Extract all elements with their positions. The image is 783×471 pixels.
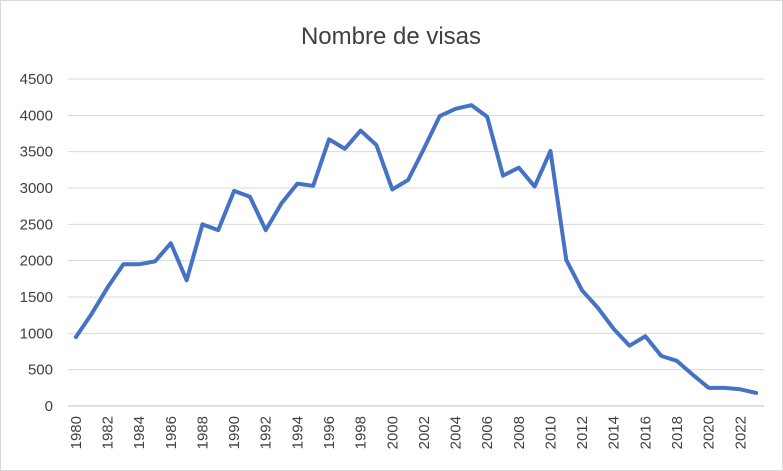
x-tick-label: 2000 [384,416,401,449]
y-tick-label: 2000 [20,253,53,270]
x-tick-label: 1992 [258,416,275,449]
y-tick-label: 1500 [20,289,53,306]
x-tick-label: 2012 [574,416,591,449]
y-tick-label: 3500 [20,144,53,161]
y-tick-label: 4000 [20,107,53,124]
x-tick-label: 2018 [669,416,686,449]
y-tick-label: 1000 [20,325,53,342]
x-tick-label: 2002 [416,416,433,449]
x-tick-label: 1994 [289,416,306,449]
y-axis-ticks: 0 500 1000 1500 2000 2500 3000 3500 4000 4500 [20,71,53,415]
x-tick-label: 1996 [321,416,338,449]
x-tick-label: 2020 [701,416,718,449]
x-tick-label: 2014 [606,416,623,449]
y-tick-label: 4500 [20,71,53,88]
x-tick-label: 2016 [637,416,654,449]
x-tick-label: 1998 [353,416,370,449]
x-tick-label: 1986 [163,416,180,449]
x-tick-label: 2010 [542,416,559,449]
x-tick-label: 2008 [511,416,528,449]
x-tick-label: 2022 [732,416,749,449]
chart-title: Nombre de visas [301,23,481,50]
y-tick-label: 500 [28,362,53,379]
y-tick-label: 3000 [20,180,53,197]
x-tick-label: 1988 [194,416,211,449]
y-tick-label: 2500 [20,216,53,233]
x-tick-label: 2006 [479,416,496,449]
x-tick-label: 1982 [100,416,117,449]
series-layer [73,103,759,395]
x-tick-label: 1990 [226,416,243,449]
gridlines [68,78,764,407]
x-tick-label: 1980 [68,416,85,449]
series-line [73,103,759,395]
x-tick-label: 1984 [131,416,148,449]
x-tick-label: 2004 [448,416,465,449]
y-tick-label: 0 [45,398,53,415]
x-axis-ticks: 1980 1982 1984 1986 1988 1990 1992 1994 1996 1998… [68,416,749,449]
